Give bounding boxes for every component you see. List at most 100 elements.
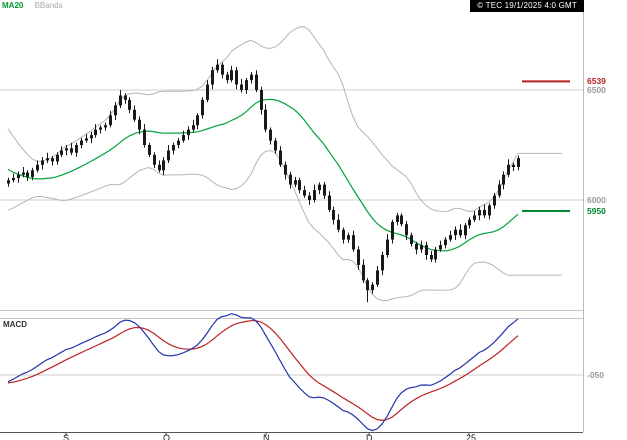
- candle: [284, 164, 287, 175]
- candle: [347, 235, 350, 240]
- candle: [65, 148, 68, 151]
- candle: [410, 235, 413, 244]
- candle: [425, 245, 428, 255]
- candle: [109, 115, 112, 126]
- candle: [294, 180, 297, 185]
- candle: [420, 245, 423, 250]
- candle: [400, 215, 403, 225]
- candle: [133, 109, 136, 120]
- y-axis-label: 6500: [587, 85, 606, 95]
- candle: [114, 105, 117, 116]
- candle: [473, 215, 476, 220]
- candle: [158, 164, 161, 171]
- candle: [206, 84, 209, 100]
- candle: [274, 140, 277, 151]
- candle: [264, 109, 267, 130]
- candle: [226, 74, 229, 81]
- candle: [303, 190, 306, 196]
- candle-wicks: [8, 59, 519, 303]
- candle: [255, 74, 258, 90]
- candle: [464, 225, 467, 236]
- candle: [279, 150, 282, 165]
- candle: [337, 219, 340, 230]
- candle: [70, 148, 73, 153]
- y-axis-label: -050: [587, 370, 605, 380]
- candle: [90, 135, 93, 139]
- candle: [245, 80, 248, 90]
- legend-bbands: BBands: [34, 1, 63, 10]
- candle: [12, 178, 15, 181]
- y-axis-label: 5950: [587, 206, 606, 216]
- candle: [250, 74, 253, 81]
- candle: [498, 184, 501, 196]
- legend-ma20: MA20: [2, 1, 24, 10]
- y-axis-label: 6539: [587, 76, 606, 86]
- candle: [177, 140, 180, 145]
- candle: [318, 184, 321, 191]
- candle: [313, 190, 316, 200]
- candle: [80, 140, 83, 145]
- candle: [468, 219, 471, 226]
- candle: [260, 90, 263, 110]
- candle: [119, 95, 122, 106]
- x-axis-label: D: [366, 433, 373, 440]
- candle: [75, 145, 78, 153]
- candle: [46, 158, 49, 161]
- candle: [289, 174, 292, 185]
- candle: [352, 235, 355, 250]
- candle: [493, 195, 496, 206]
- candle: [332, 209, 335, 220]
- candle: [488, 205, 491, 216]
- candle: [386, 239, 389, 255]
- candle: [211, 70, 214, 85]
- candle: [366, 280, 369, 291]
- x-axis-label: 25: [466, 433, 477, 440]
- candle: [17, 174, 20, 178]
- candle: [192, 125, 195, 130]
- candle: [478, 209, 481, 216]
- candle: [216, 64, 219, 71]
- candle: [502, 174, 505, 185]
- candle: [99, 127, 102, 130]
- candle: [148, 145, 151, 155]
- candle: [342, 229, 345, 240]
- candle: [434, 249, 437, 260]
- candle: [308, 195, 311, 200]
- x-axis-label: O: [163, 433, 171, 440]
- candle: [60, 150, 63, 155]
- candle: [138, 119, 141, 130]
- candle: [483, 209, 486, 216]
- candle: [162, 160, 165, 171]
- candle: [328, 195, 331, 210]
- candle: [85, 138, 88, 141]
- candle: [94, 129, 97, 136]
- candle: [7, 180, 10, 184]
- candle: [391, 222, 394, 240]
- candle: [381, 255, 384, 271]
- candle: [196, 115, 199, 126]
- candle: [182, 135, 185, 141]
- candle: [31, 170, 34, 177]
- macd-signal-line: [7, 320, 519, 422]
- candle: [36, 164, 39, 171]
- candle: [298, 180, 301, 191]
- candle: [56, 154, 59, 162]
- candle: [323, 184, 326, 196]
- candle: [221, 64, 224, 75]
- ma20-line: [7, 98, 519, 252]
- candle: [439, 245, 442, 250]
- candle: [124, 95, 127, 100]
- candle: [405, 224, 408, 236]
- bollinger-upper-band: [7, 26, 562, 213]
- candle: [512, 164, 515, 167]
- chart-legend: MA20 BBands: [2, 1, 63, 11]
- candle: [240, 84, 243, 90]
- candle: [235, 70, 238, 85]
- candle: [430, 255, 433, 260]
- x-axis-label: S: [63, 433, 70, 440]
- candle: [143, 129, 146, 145]
- y-axis-label: 6000: [587, 195, 606, 205]
- candle: [507, 164, 510, 175]
- candle: [172, 145, 175, 151]
